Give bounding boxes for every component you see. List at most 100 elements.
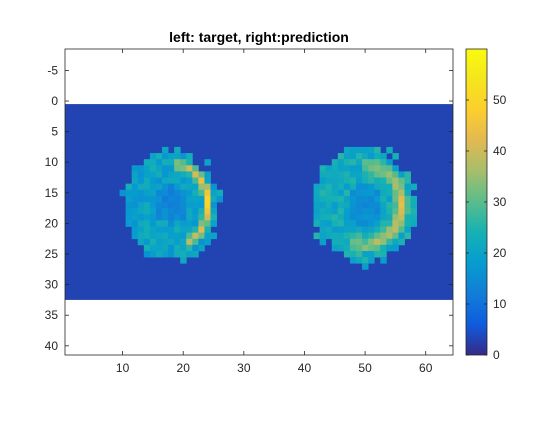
heatmap-cell: [155, 189, 163, 197]
heatmap-cell: [162, 165, 169, 172]
heatmap-cell: [180, 202, 187, 209]
y-tick-label: 40: [45, 339, 59, 353]
heatmap-cell: [168, 238, 175, 246]
heatmap-cell: [374, 159, 381, 166]
heatmap-cell: [174, 189, 181, 197]
heatmap-cell: [186, 226, 193, 233]
heatmap-cell: [319, 171, 327, 178]
x-tick-label: 50: [358, 361, 372, 375]
heatmap-cell: [349, 208, 357, 215]
colorbar: 0 10 20 30 40 50: [465, 48, 507, 362]
heatmap-cell: [137, 220, 145, 227]
heatmap-cell: [313, 208, 321, 215]
heatmap-cell: [192, 195, 199, 203]
heatmap-cell: [174, 165, 181, 172]
heatmap-cell: [356, 171, 363, 178]
heatmap-cell: [368, 165, 375, 172]
heatmap-cell: [125, 208, 133, 215]
heatmap-cell: [404, 202, 411, 209]
heatmap-cell: [349, 250, 357, 258]
heatmap-cell: [186, 159, 193, 166]
heatmap-cell: [174, 250, 181, 258]
heatmap-cell: [343, 177, 351, 185]
heatmap-cell: [325, 195, 333, 203]
heatmap-cell: [331, 177, 339, 185]
heatmap-cell: [149, 202, 157, 209]
heatmap-cell: [168, 183, 175, 191]
y-tick-label: 10: [45, 155, 59, 169]
heatmap-cell: [168, 171, 175, 178]
heatmap-cell: [362, 250, 369, 258]
heatmap-cell: [155, 153, 163, 160]
heatmap-cell: [404, 183, 411, 191]
heatmap-cell: [404, 232, 411, 240]
heatmap-cell: [331, 220, 339, 227]
heatmap-cell: [319, 208, 327, 215]
heatmap-cell: [343, 171, 351, 178]
heatmap-cell: [131, 208, 139, 215]
heatmap-cell: [210, 202, 217, 209]
heatmap-cell: [162, 146, 169, 154]
heatmap-cell: [343, 153, 351, 160]
heatmap-cell: [374, 177, 381, 185]
heatmap-cell: [198, 195, 205, 203]
heatmap-cell: [198, 177, 205, 185]
heatmap-cell: [331, 183, 339, 191]
heatmap-cell: [368, 153, 375, 160]
heatmap-cell: [337, 189, 345, 197]
axes-frame: [64, 48, 454, 356]
heatmap-cell: [137, 238, 145, 246]
heatmap-cell: [186, 214, 193, 221]
heatmap-cell: [362, 195, 369, 203]
heatmap-cell: [162, 226, 169, 233]
heatmap-cell: [337, 202, 345, 209]
heatmap-cell: [368, 202, 375, 209]
heatmap-cell: [362, 208, 369, 215]
y-tick-label: 15: [45, 186, 59, 200]
heatmap-cell: [174, 195, 181, 203]
heatmap-cell: [380, 214, 387, 221]
heatmap-cell: [374, 226, 381, 233]
heatmap-cell: [180, 153, 187, 160]
heatmap-cell: [149, 159, 157, 166]
heatmap-cell: [392, 208, 399, 215]
heatmap-cell: [392, 232, 399, 240]
heatmap-cell: [349, 257, 357, 264]
heatmap-cell: [374, 165, 381, 172]
heatmap-cell: [331, 226, 339, 233]
heatmap-cell: [143, 177, 151, 185]
heatmap-cell: [386, 220, 393, 227]
heatmap-cell: [204, 177, 211, 185]
heatmap-cell: [349, 177, 357, 185]
heatmap-cell: [374, 220, 381, 227]
heatmap-cell: [374, 250, 381, 258]
heatmap-cell: [319, 220, 327, 227]
heatmap-cell: [349, 183, 357, 191]
heatmap-cell: [374, 146, 381, 154]
heatmap-cell: [386, 159, 393, 166]
heatmap-cell: [143, 165, 151, 172]
heatmap-cell: [386, 195, 393, 203]
heatmap-cell: [168, 195, 175, 203]
heatmap-cell: [143, 183, 151, 191]
heatmap-cell: [186, 177, 193, 185]
heatmap-cell: [125, 214, 133, 221]
heatmap-cell: [374, 214, 381, 221]
heatmap-cell: [392, 238, 399, 246]
heatmap-cell: [319, 202, 327, 209]
heatmap-cell: [380, 189, 387, 197]
heatmap-cell: [386, 177, 393, 185]
heatmap-cell: [192, 220, 199, 227]
heatmap-cell: [380, 171, 387, 178]
heatmap-cell: [404, 189, 411, 197]
heatmap-cell: [349, 189, 357, 197]
heatmap-cell: [180, 257, 187, 264]
heatmap-cell: [149, 208, 157, 215]
heatmap-cell: [380, 257, 387, 264]
heatmap-cell: [137, 177, 145, 185]
heatmap-cell: [374, 171, 381, 178]
heatmap-cell: [192, 250, 199, 258]
heatmap-cell: [198, 226, 205, 233]
heatmap-cell: [362, 263, 369, 270]
